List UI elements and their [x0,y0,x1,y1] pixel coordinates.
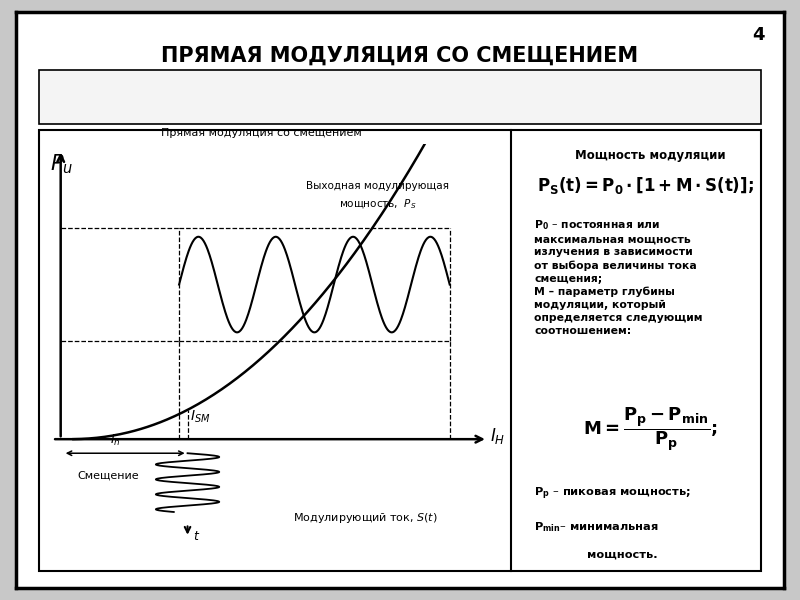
Text: $\mathbf{P_S(t) = P_0 \cdot [1+M \cdot S(t)];}$: $\mathbf{P_S(t) = P_0 \cdot [1+M \cdot S… [537,175,754,196]
Text: $\mathbf{P_{min}}$– минимальная: $\mathbf{P_{min}}$– минимальная [534,520,658,534]
Text: 4: 4 [752,26,765,44]
Text: $\mathbf{P_p}$ – пиковая мощность;: $\mathbf{P_p}$ – пиковая мощность; [534,486,691,502]
Text: ПРЯМАЯ МОДУЛЯЦИЯ СО СМЕЩЕНИЕМ: ПРЯМАЯ МОДУЛЯЦИЯ СО СМЕЩЕНИЕМ [162,45,638,65]
Text: Модулирующий ток, $S(t)$: Модулирующий ток, $S(t)$ [294,511,438,525]
Text: мощность.: мощность. [587,549,658,559]
Text: Выходная модулирующая: Выходная модулирующая [306,181,450,191]
Text: $I_n$: $I_n$ [110,433,121,448]
Text: $\bf{P_0}$ – постоянная или
максимальная мощность
излучения в зависимости
от выб: $\bf{P_0}$ – постоянная или максимальная… [534,218,702,335]
Text: мощность,  $P_S$: мощность, $P_S$ [339,197,417,211]
Text: $I_H$: $I_H$ [490,427,506,446]
Text: Мощность модуляции: Мощность модуляции [574,149,726,162]
Text: Прямая модуляция со смещением: Прямая модуляция со смещением [162,128,362,138]
Bar [39,130,761,571]
Text: $I_{SM}$: $I_{SM}$ [190,409,210,425]
Text: Для реализации прямой модуляции интенсивности (мощности) необходимо подать
посто: Для реализации прямой модуляции интенсив… [50,85,610,107]
Text: $P_u$: $P_u$ [50,152,74,176]
Text: Смещение: Смещение [78,470,139,480]
Bar [39,70,761,124]
Text: $t$: $t$ [193,530,200,542]
Text: $\mathbf{M = \dfrac{P_p - P_{min}}{P_p}}$;: $\mathbf{M = \dfrac{P_p - P_{min}}{P_p}}… [582,406,718,454]
